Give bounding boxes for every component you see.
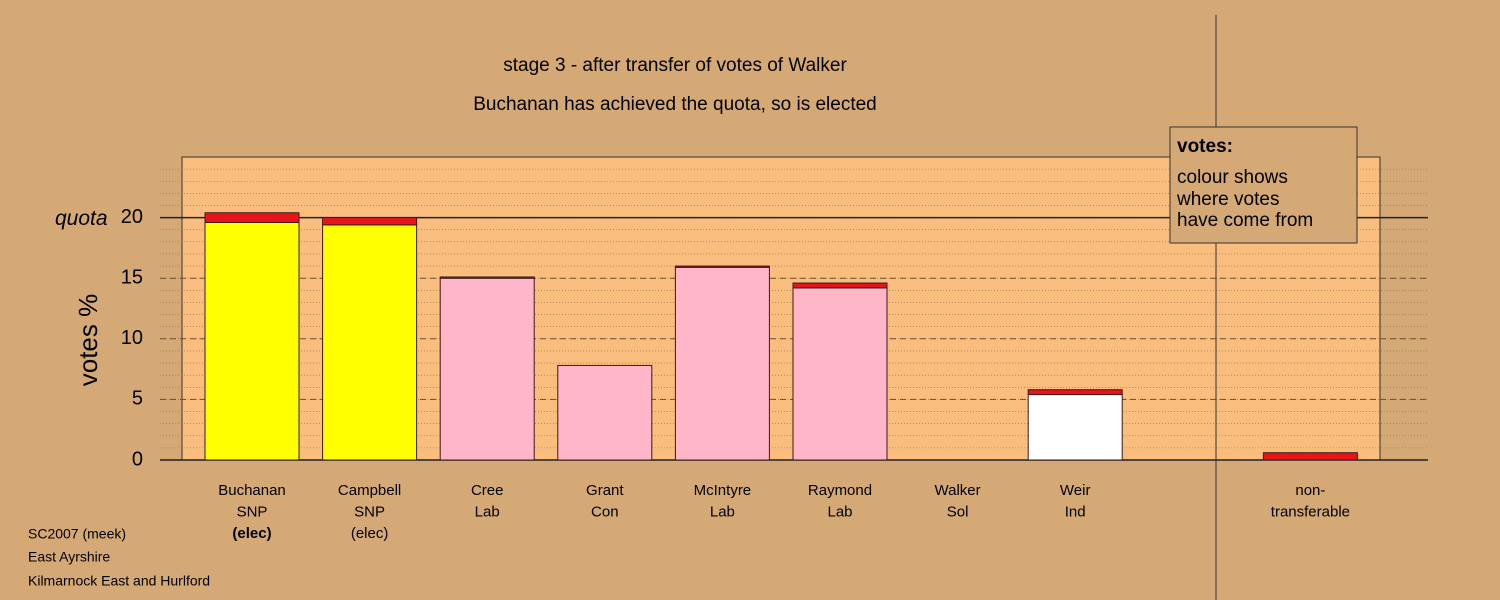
x-tick-label: non- [1295, 482, 1325, 499]
x-tick-label: Lab [827, 503, 852, 520]
bar-segment [322, 224, 418, 461]
labels: 0 5 10 15 20 quota Buchanan SNP (elec) Campbell SN… [55, 206, 1350, 542]
x-tick-label: Sol [947, 503, 969, 520]
bar-segment [792, 282, 888, 289]
footer-text: Kilmarnock East and Hurlford [28, 573, 210, 589]
chart-title: stage 3 - after transfer of votes of Wal… [503, 55, 847, 76]
bar-segment [322, 217, 418, 226]
bar-segment [1262, 452, 1358, 461]
x-tick-label: Ind [1065, 503, 1086, 520]
chart-subtitle: Buchanan has achieved the quota, so is e… [473, 94, 877, 115]
x-tick-label: McIntyre [694, 482, 752, 499]
bar-segment [792, 287, 888, 461]
x-tick-label: Walker [935, 482, 981, 499]
x-tick-label: (elec) [232, 525, 271, 542]
bar-segment [557, 364, 653, 461]
bar-segment [204, 212, 300, 223]
bar-segment [439, 276, 535, 279]
x-tick-label: SNP [237, 503, 268, 520]
bars [204, 212, 1358, 461]
x-tick-label: (elec) [351, 525, 389, 542]
footer-text: SC2007 (meek) [28, 526, 126, 542]
footer-text: East Ayrshire [28, 549, 110, 565]
bar-segment [439, 277, 535, 461]
bar-segment [674, 266, 770, 461]
x-tick-label: Cree [471, 482, 504, 499]
bar-segment [204, 221, 300, 461]
y-tick-label: 20 [121, 206, 143, 228]
legend-box [1169, 126, 1358, 244]
legend-line: have come from [1177, 210, 1313, 231]
x-tick-label: Weir [1060, 482, 1091, 499]
bar-segment [1027, 389, 1123, 396]
legend-line: where votes [1176, 189, 1279, 210]
bar-segment [1027, 394, 1123, 461]
y-tick-label: 15 [121, 266, 143, 288]
legend-line: colour shows [1177, 167, 1288, 188]
legend-heading: votes: [1177, 136, 1233, 157]
y-axis-label: votes % [73, 294, 103, 387]
x-tick-label: Con [591, 503, 619, 520]
y-tick-label: 0 [132, 448, 143, 470]
x-tick-label: transferable [1271, 503, 1350, 520]
x-tick-label: Campbell [338, 482, 401, 499]
quota-label: quota [55, 207, 108, 230]
bar-segment [674, 265, 770, 268]
y-tick-label: 5 [132, 388, 143, 410]
x-tick-label: SNP [354, 503, 385, 520]
x-tick-label: Grant [586, 482, 624, 499]
x-tick-label: Lab [710, 503, 735, 520]
x-tick-label: Raymond [808, 482, 872, 499]
x-tick-label: Buchanan [218, 482, 286, 499]
x-tick-label: Lab [475, 503, 500, 520]
y-tick-label: 10 [121, 327, 143, 349]
